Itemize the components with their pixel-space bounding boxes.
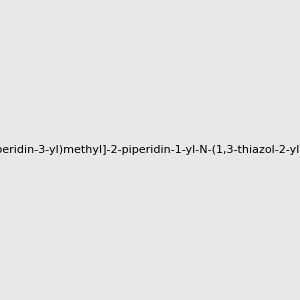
Text: N-[(1-cyclopentylpiperidin-3-yl)methyl]-2-piperidin-1-yl-N-(1,3-thiazol-2-ylmeth: N-[(1-cyclopentylpiperidin-3-yl)methyl]-… [0,145,300,155]
